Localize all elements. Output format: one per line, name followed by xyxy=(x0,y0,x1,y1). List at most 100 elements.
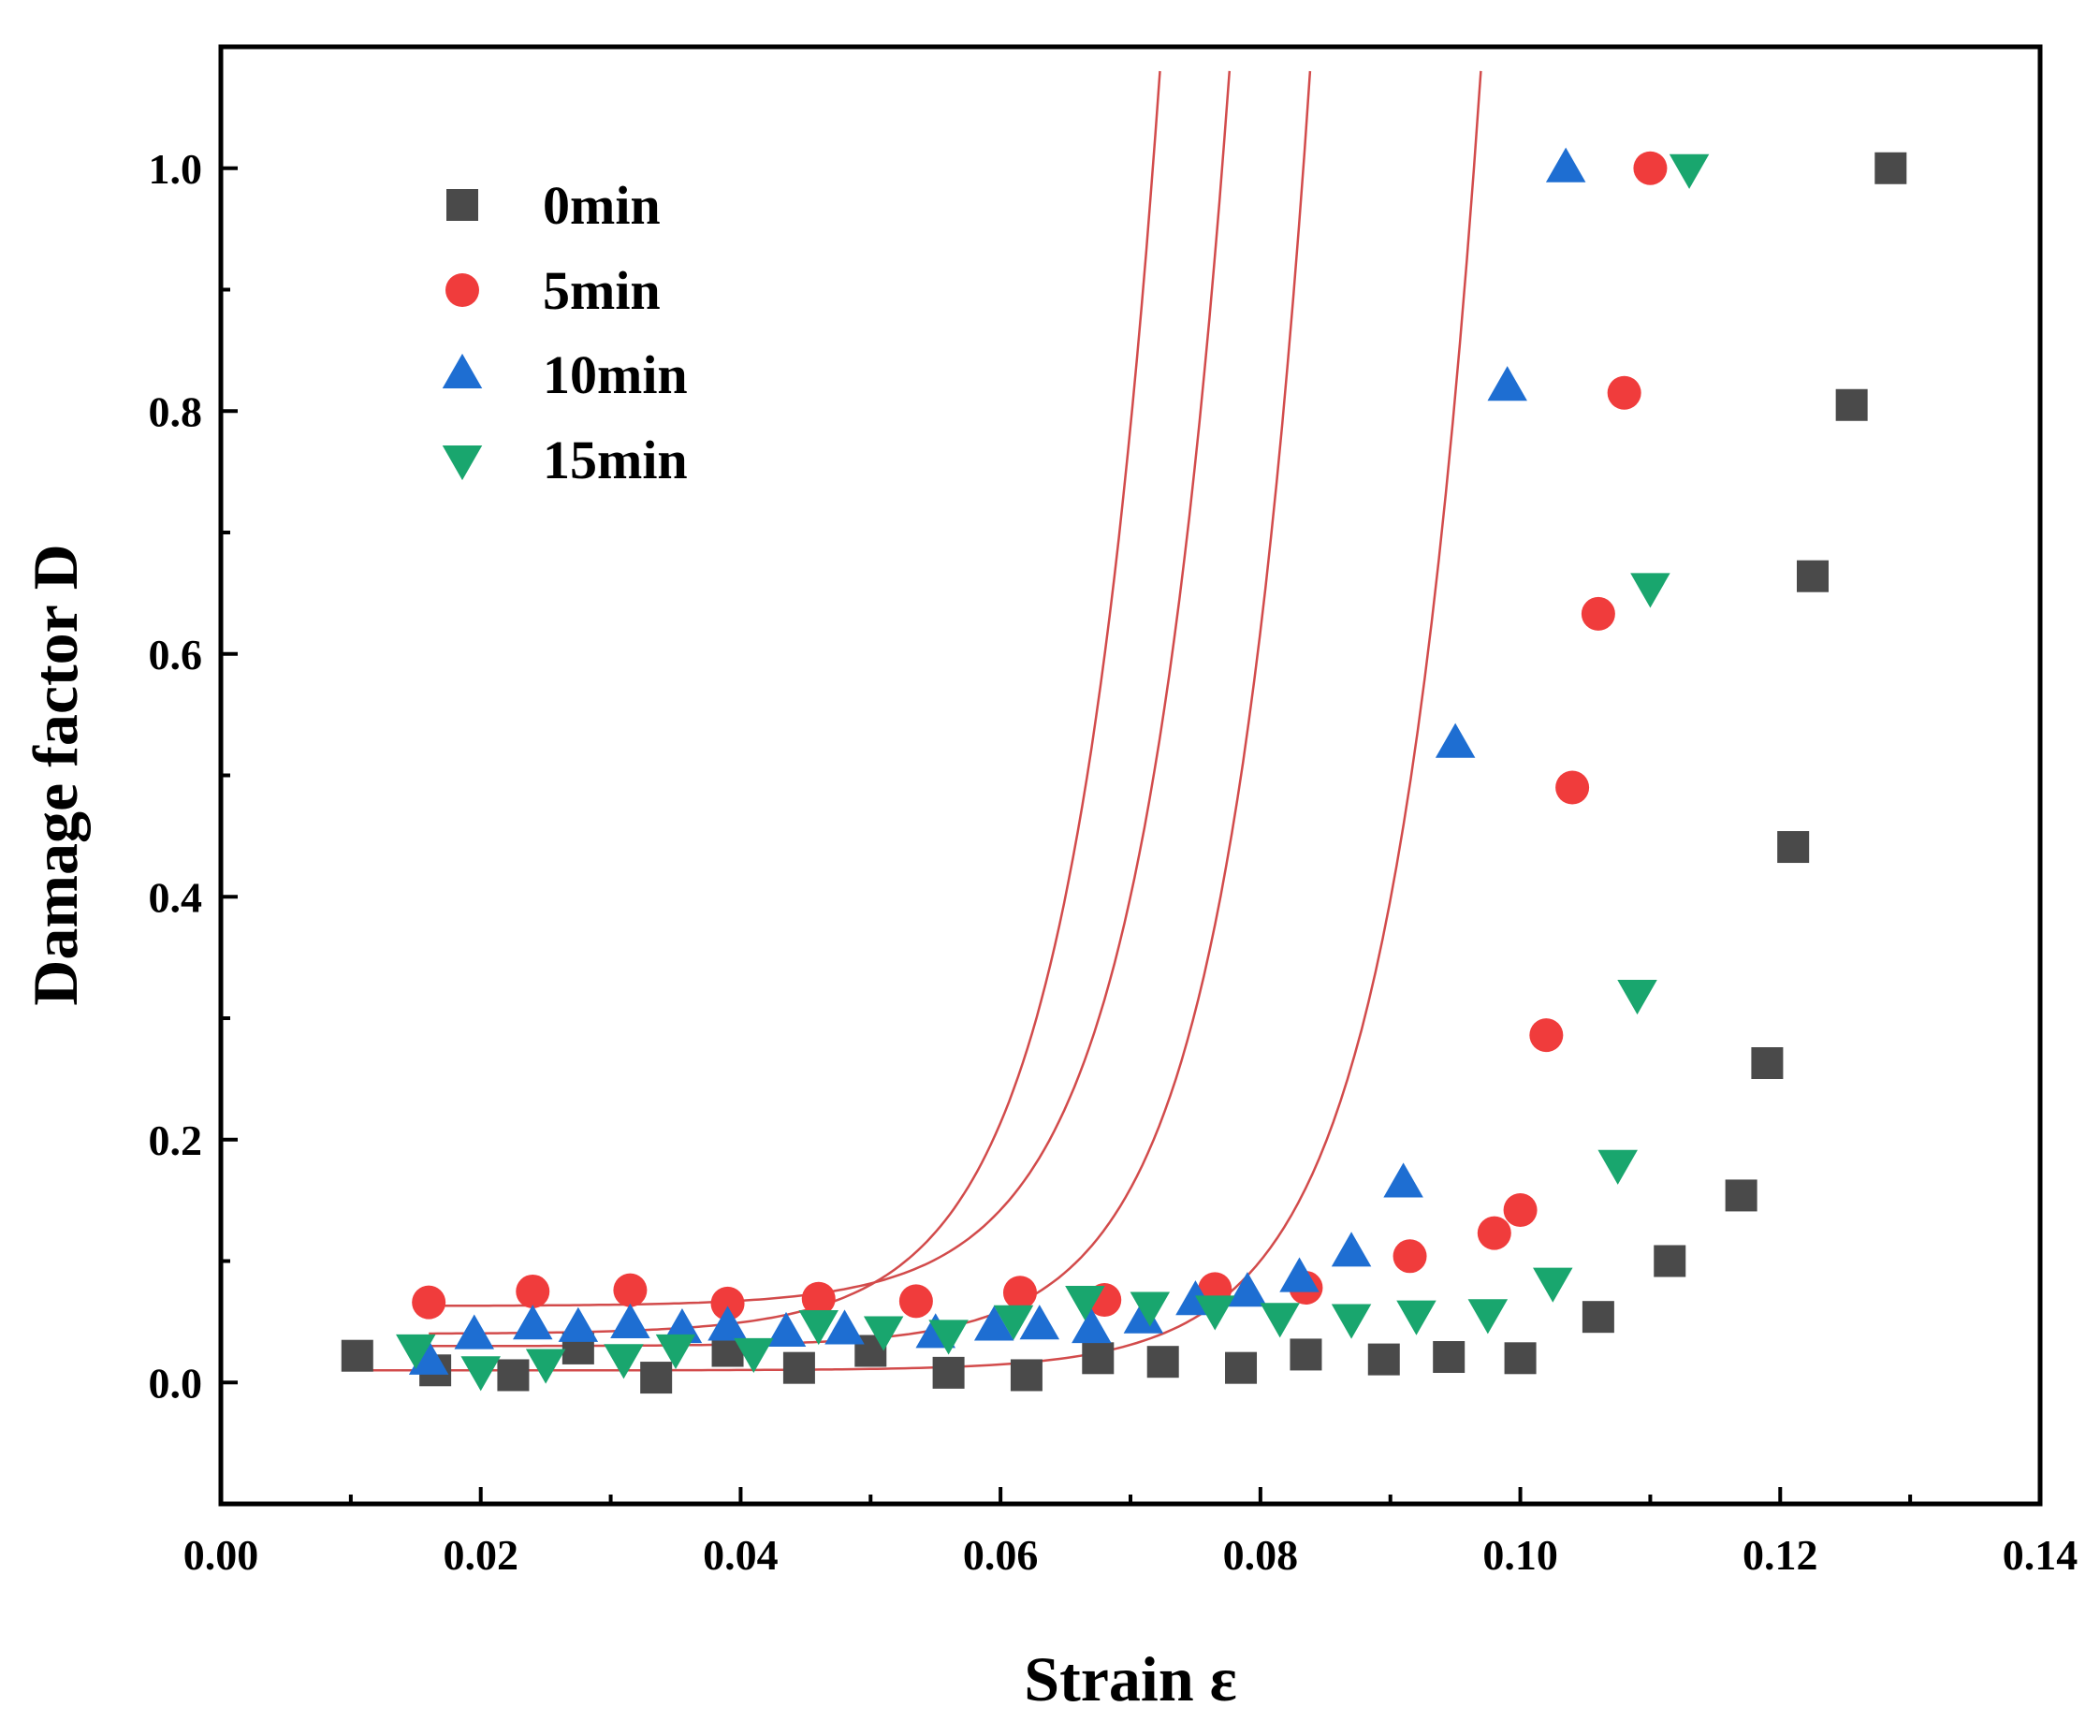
point-5min xyxy=(613,1273,648,1307)
point-15min xyxy=(863,1316,904,1351)
point-15min xyxy=(525,1349,566,1384)
point-0min xyxy=(1751,1047,1784,1080)
series-5min xyxy=(412,151,1668,1320)
series-0min xyxy=(341,152,1907,1394)
x-tick-label: 0.02 xyxy=(443,1531,518,1579)
point-15min xyxy=(1597,1149,1638,1185)
point-10min xyxy=(558,1306,599,1342)
point-5min xyxy=(801,1281,836,1316)
x-tick-label: 0.06 xyxy=(963,1531,1039,1579)
point-5min xyxy=(1529,1018,1564,1053)
point-15min xyxy=(1617,980,1657,1015)
point-0min xyxy=(1582,1301,1614,1334)
point-5min xyxy=(1503,1193,1538,1228)
point-15min xyxy=(993,1305,1034,1340)
y-tick-label: 0.8 xyxy=(149,387,203,435)
point-0min xyxy=(1082,1342,1115,1375)
point-0min xyxy=(782,1351,815,1384)
point-15min xyxy=(1260,1303,1300,1338)
point-15min xyxy=(396,1334,436,1370)
point-0min xyxy=(1225,1351,1258,1384)
point-15min xyxy=(1467,1299,1509,1335)
point-5min xyxy=(1607,375,1641,410)
point-0min xyxy=(1367,1343,1400,1376)
point-15min xyxy=(798,1309,839,1346)
x-tick-label: 0.10 xyxy=(1482,1531,1558,1579)
legend-label-5min: 5min xyxy=(543,260,661,321)
point-0min xyxy=(1725,1179,1757,1212)
x-axis-title: Strain ε xyxy=(1024,1643,1236,1714)
y-tick-label: 0.6 xyxy=(149,631,203,678)
point-0min xyxy=(640,1362,673,1394)
point-0min xyxy=(341,1339,373,1372)
point-15min xyxy=(1130,1291,1171,1327)
point-10min xyxy=(1227,1272,1268,1307)
point-15min xyxy=(460,1356,501,1392)
point-0min xyxy=(1835,388,1868,421)
point-5min xyxy=(1477,1216,1511,1250)
point-10min xyxy=(1072,1308,1112,1344)
point-5min xyxy=(412,1285,446,1320)
point-0min xyxy=(1433,1341,1466,1374)
point-10min xyxy=(824,1309,865,1345)
point-5min xyxy=(1002,1276,1037,1310)
fit-line-10min xyxy=(429,70,1161,1335)
fit-line-0min xyxy=(357,70,1482,1372)
point-15min xyxy=(1630,573,1670,608)
point-0min xyxy=(932,1356,965,1389)
point-10min xyxy=(973,1306,1014,1341)
point-10min xyxy=(1545,147,1586,182)
legend-label-15min: 15min xyxy=(543,430,688,490)
point-15min xyxy=(1195,1295,1235,1331)
point-0min xyxy=(1874,152,1907,184)
fit-line-5min xyxy=(429,70,1232,1307)
series-15min xyxy=(396,153,1710,1392)
point-10min xyxy=(662,1308,703,1344)
x-tick-label: 0.14 xyxy=(2003,1531,2078,1579)
point-0min xyxy=(1010,1359,1043,1392)
point-10min xyxy=(1279,1257,1320,1292)
point-5min xyxy=(1393,1239,1427,1274)
point-0min xyxy=(1146,1346,1179,1379)
point-0min xyxy=(1654,1245,1686,1277)
x-tick-label: 0.00 xyxy=(183,1531,259,1579)
series-10min xyxy=(408,147,1586,1375)
legend-label-10min: 10min xyxy=(543,344,688,405)
fit-curves xyxy=(357,70,1482,1372)
point-15min xyxy=(604,1344,644,1379)
point-10min xyxy=(513,1305,553,1340)
legend-marker-10min xyxy=(442,353,483,388)
point-5min xyxy=(1633,151,1668,185)
axis-ticks: 0.00 0.02 0.04 0.06 0.08 0.10 0.12 0.14 0.0 0.2 0.… xyxy=(149,145,2078,1579)
point-10min xyxy=(766,1311,807,1348)
point-0min xyxy=(497,1359,530,1392)
data-points xyxy=(341,147,1907,1394)
point-10min xyxy=(1123,1298,1164,1334)
point-5min xyxy=(516,1274,550,1308)
point-10min xyxy=(1019,1305,1060,1340)
y-tick-label: 0.2 xyxy=(149,1116,203,1164)
point-10min xyxy=(1435,722,1476,758)
point-10min xyxy=(454,1314,495,1349)
point-10min xyxy=(408,1339,449,1375)
point-0min xyxy=(1797,560,1829,592)
plot-frame xyxy=(218,44,2043,1507)
legend: 0min 5min 10min 15min xyxy=(442,175,688,490)
y-axis-title: Damage factor D xyxy=(20,544,91,1005)
point-15min xyxy=(1533,1267,1573,1303)
legend-marker-15min xyxy=(442,445,483,481)
legend-label-0min: 0min xyxy=(543,175,661,236)
point-5min xyxy=(1581,596,1615,631)
point-0min xyxy=(1504,1342,1537,1375)
point-15min xyxy=(928,1320,969,1355)
point-10min xyxy=(1487,366,1527,401)
point-5min xyxy=(710,1286,745,1320)
x-tick-label: 0.08 xyxy=(1223,1531,1299,1579)
point-0min xyxy=(1777,831,1810,864)
point-0min xyxy=(1290,1338,1322,1371)
point-15min xyxy=(1331,1304,1372,1339)
y-tick-label: 0.4 xyxy=(149,873,203,921)
point-5min xyxy=(898,1284,933,1319)
point-10min xyxy=(1383,1162,1423,1198)
